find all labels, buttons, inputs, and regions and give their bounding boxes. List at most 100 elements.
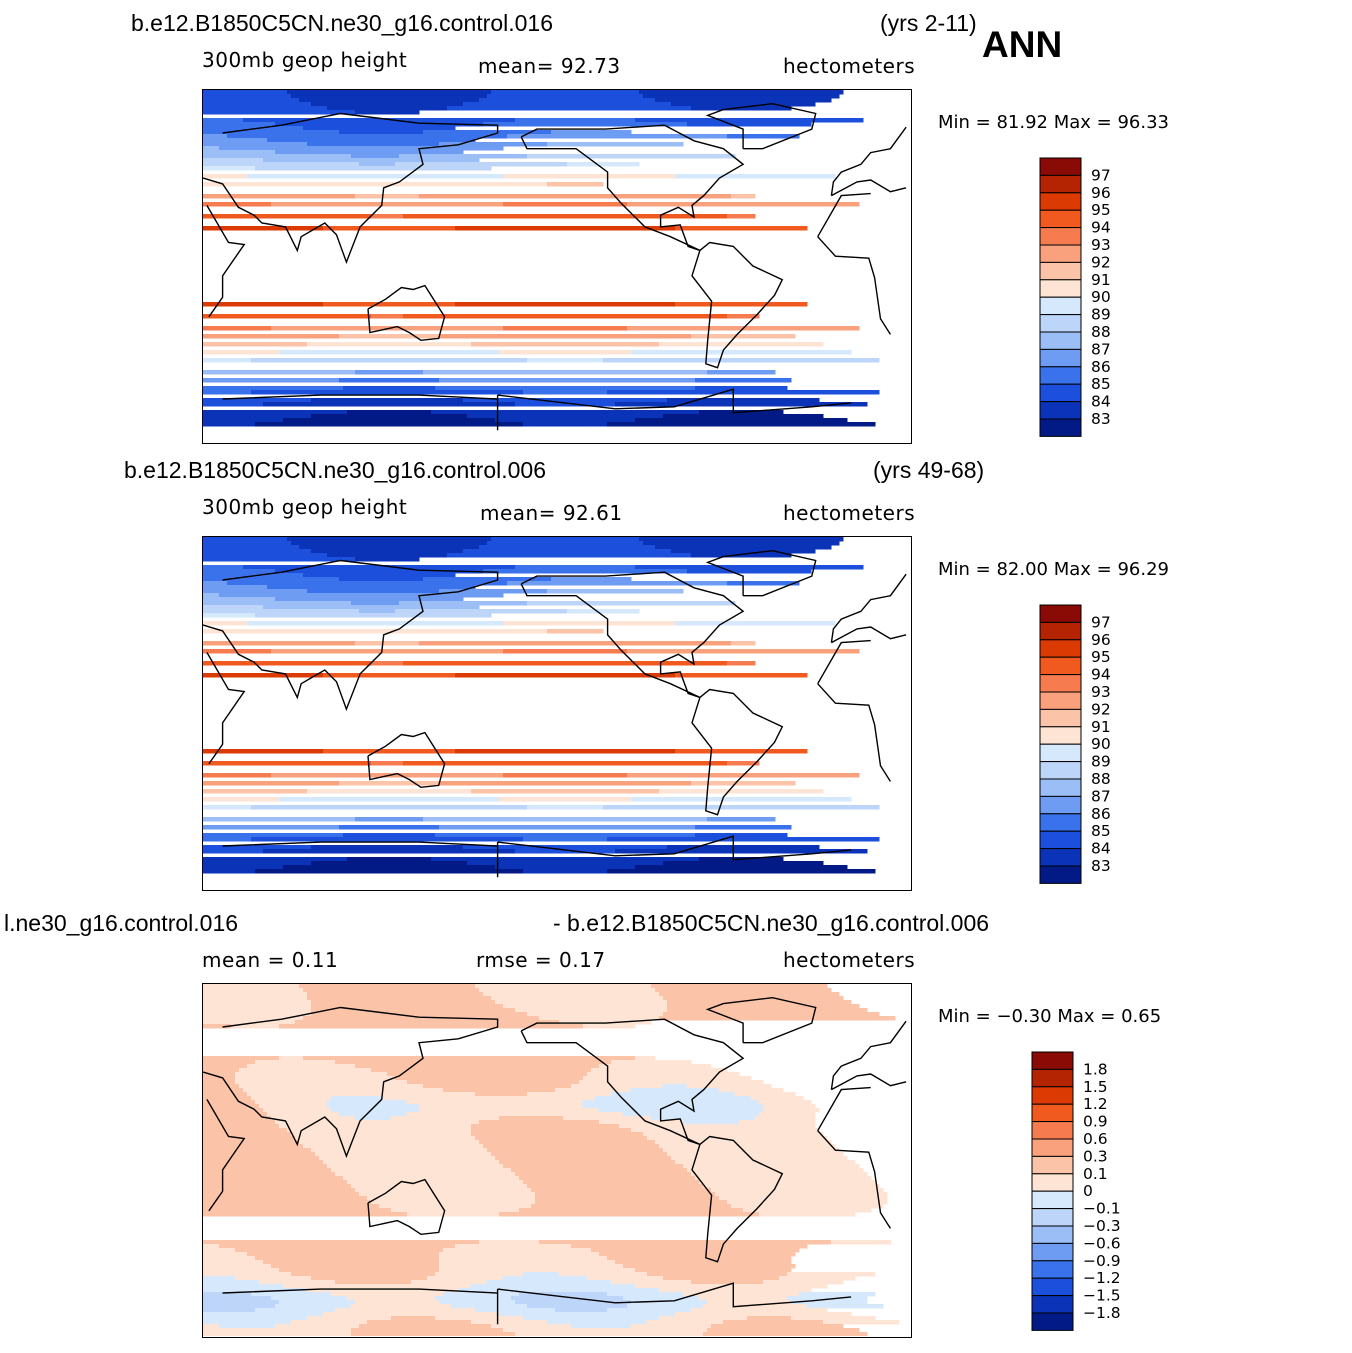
colorbar-label: 84 [1091,840,1111,858]
colorbar-label: 83 [1091,410,1111,428]
colorbar-box [1039,209,1082,229]
colorbar-box [1039,157,1082,176]
colorbar-box [1039,761,1082,780]
colorbar-label: 97 [1091,613,1111,631]
colorbar-label: 91 [1091,718,1111,736]
panel3-case-title: l.ne30_g16.control.016 [4,910,239,936]
colorbar-box [1039,674,1082,693]
colorbar-box [1031,1173,1074,1192]
colorbar-box [1031,1295,1074,1314]
coastlines [203,102,907,431]
colorbar-box [1031,1277,1074,1297]
panel3-mean: mean = 0.11 [202,948,339,972]
colorbar-box [1039,348,1082,368]
colorbar-box [1039,708,1082,728]
colorbar-label: 88 [1091,770,1111,788]
colorbar-box [1039,279,1082,298]
colorbar-label: 90 [1091,735,1111,753]
colorbar-box [1039,639,1082,658]
colorbar-box [1039,743,1082,763]
panel1-variable: 300mb geop height [202,48,408,72]
colorbar-label: 87 [1091,787,1111,805]
colorbar-label: −1.5 [1083,1287,1121,1305]
colorbar-label: −0.1 [1083,1200,1121,1218]
colorbar-label: 92 [1091,700,1111,718]
colorbar-label: 0 [1083,1182,1093,1200]
panel2-mean: mean= 92.61 [480,501,623,525]
colorbar-box [1039,604,1082,623]
colorbar-box [1039,418,1082,437]
colorbar-label: −1.2 [1083,1269,1121,1287]
panel3-rmse: rmse = 0.17 [476,948,606,972]
colorbar-label: 83 [1091,857,1111,875]
colorbar-box [1039,331,1082,350]
colorbar-label: 95 [1091,648,1111,666]
colorbar-3: 1.81.51.20.90.60.30.10−0.1−0.3−0.6−0.9−1… [1031,1051,1121,1331]
panel3-minmax: Min = −0.30 Max = 0.65 [938,1006,1162,1027]
colorbar-label: 92 [1091,253,1111,271]
colorbar-box [1039,244,1082,263]
colorbar-label: 96 [1091,184,1111,202]
contour-fill [203,984,900,1336]
colorbar-box [1031,1086,1074,1105]
colorbar-label: −1.8 [1083,1304,1121,1322]
colorbar-label: 1.2 [1083,1095,1108,1113]
colorbar-label: 86 [1091,805,1111,823]
colorbar-label: 95 [1091,201,1111,219]
colorbar-label: 0.3 [1083,1147,1108,1165]
colorbar-label: 91 [1091,271,1111,289]
contour-fill [203,90,880,427]
panel3-units: hectometers [783,948,916,972]
colorbar-box [1039,192,1082,211]
colorbar-label: 93 [1091,683,1111,701]
colorbar-box [1031,1068,1074,1088]
colorbar-label: 93 [1091,236,1111,254]
panel2-years: (yrs 49-68) [873,457,985,483]
colorbar-label: 0.9 [1083,1113,1108,1131]
colorbar-label: 94 [1091,219,1111,237]
panel2-minmax: Min = 82.00 Max = 96.29 [938,559,1169,580]
colorbar-box [1031,1312,1074,1331]
colorbar-label: 0.1 [1083,1165,1108,1183]
panel2-variable: 300mb geop height [202,495,408,519]
colorbar-label: 85 [1091,822,1111,840]
colorbar-box [1039,366,1082,385]
colorbar-label: −0.6 [1083,1234,1121,1252]
colorbar-box [1031,1190,1074,1210]
colorbar-label: 90 [1091,288,1111,306]
coastlines [203,996,907,1325]
colorbar-box [1039,726,1082,745]
colorbar-label: 0.6 [1083,1130,1108,1148]
colorbar-label: 94 [1091,666,1111,684]
panel1-mean: mean= 92.73 [478,54,621,78]
colorbar-box [1031,1138,1074,1157]
colorbar-label: 87 [1091,340,1111,358]
colorbar-box [1031,1225,1074,1244]
colorbar-box [1031,1155,1074,1175]
panel2-units: hectometers [783,501,916,525]
colorbar-box [1039,830,1082,850]
colorbar-box [1031,1103,1074,1123]
colorbar-label: 97 [1091,166,1111,184]
panel2-case-title: b.e12.B1850C5CN.ne30_g16.control.006 [124,457,546,483]
colorbar-label: 89 [1091,753,1111,771]
colorbar-label: 86 [1091,358,1111,376]
colorbar-box [1039,691,1082,710]
colorbar-label: 84 [1091,393,1111,411]
colorbar-box [1039,778,1082,797]
colorbar-label: −0.3 [1083,1217,1121,1235]
colorbar-box [1039,314,1082,333]
colorbar-label: 85 [1091,375,1111,393]
panel1-years: (yrs 2-11) [880,10,977,36]
colorbar-label: 96 [1091,631,1111,649]
season-label: ANN [982,24,1063,65]
colorbar-label: 88 [1091,323,1111,341]
contour-fill [203,537,880,874]
colorbar-label: 1.8 [1083,1060,1108,1078]
colorbar-box [1039,174,1082,194]
colorbar-box [1031,1121,1074,1140]
colorbar-box [1031,1208,1074,1227]
colorbar-box [1039,656,1082,676]
colorbar-box [1039,865,1082,884]
